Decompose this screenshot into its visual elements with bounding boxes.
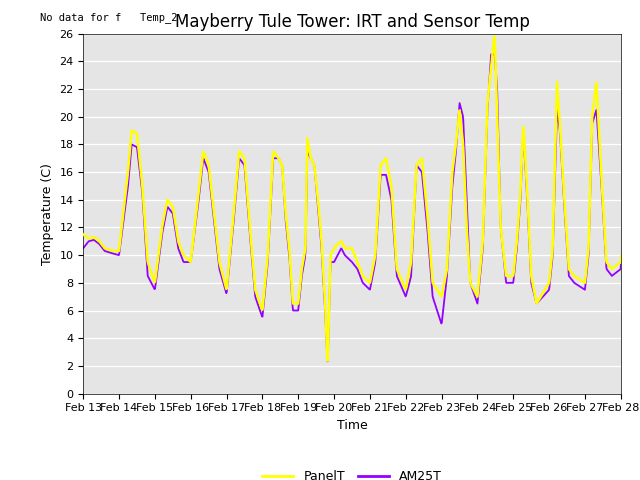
Title: Mayberry Tule Tower: IRT and Sensor Temp: Mayberry Tule Tower: IRT and Sensor Temp (175, 12, 529, 31)
Legend: PanelT, AM25T: PanelT, AM25T (257, 465, 447, 480)
Y-axis label: Temperature (C): Temperature (C) (41, 163, 54, 264)
X-axis label: Time: Time (337, 419, 367, 432)
Text: No data for f   Temp_2: No data for f Temp_2 (40, 12, 178, 23)
